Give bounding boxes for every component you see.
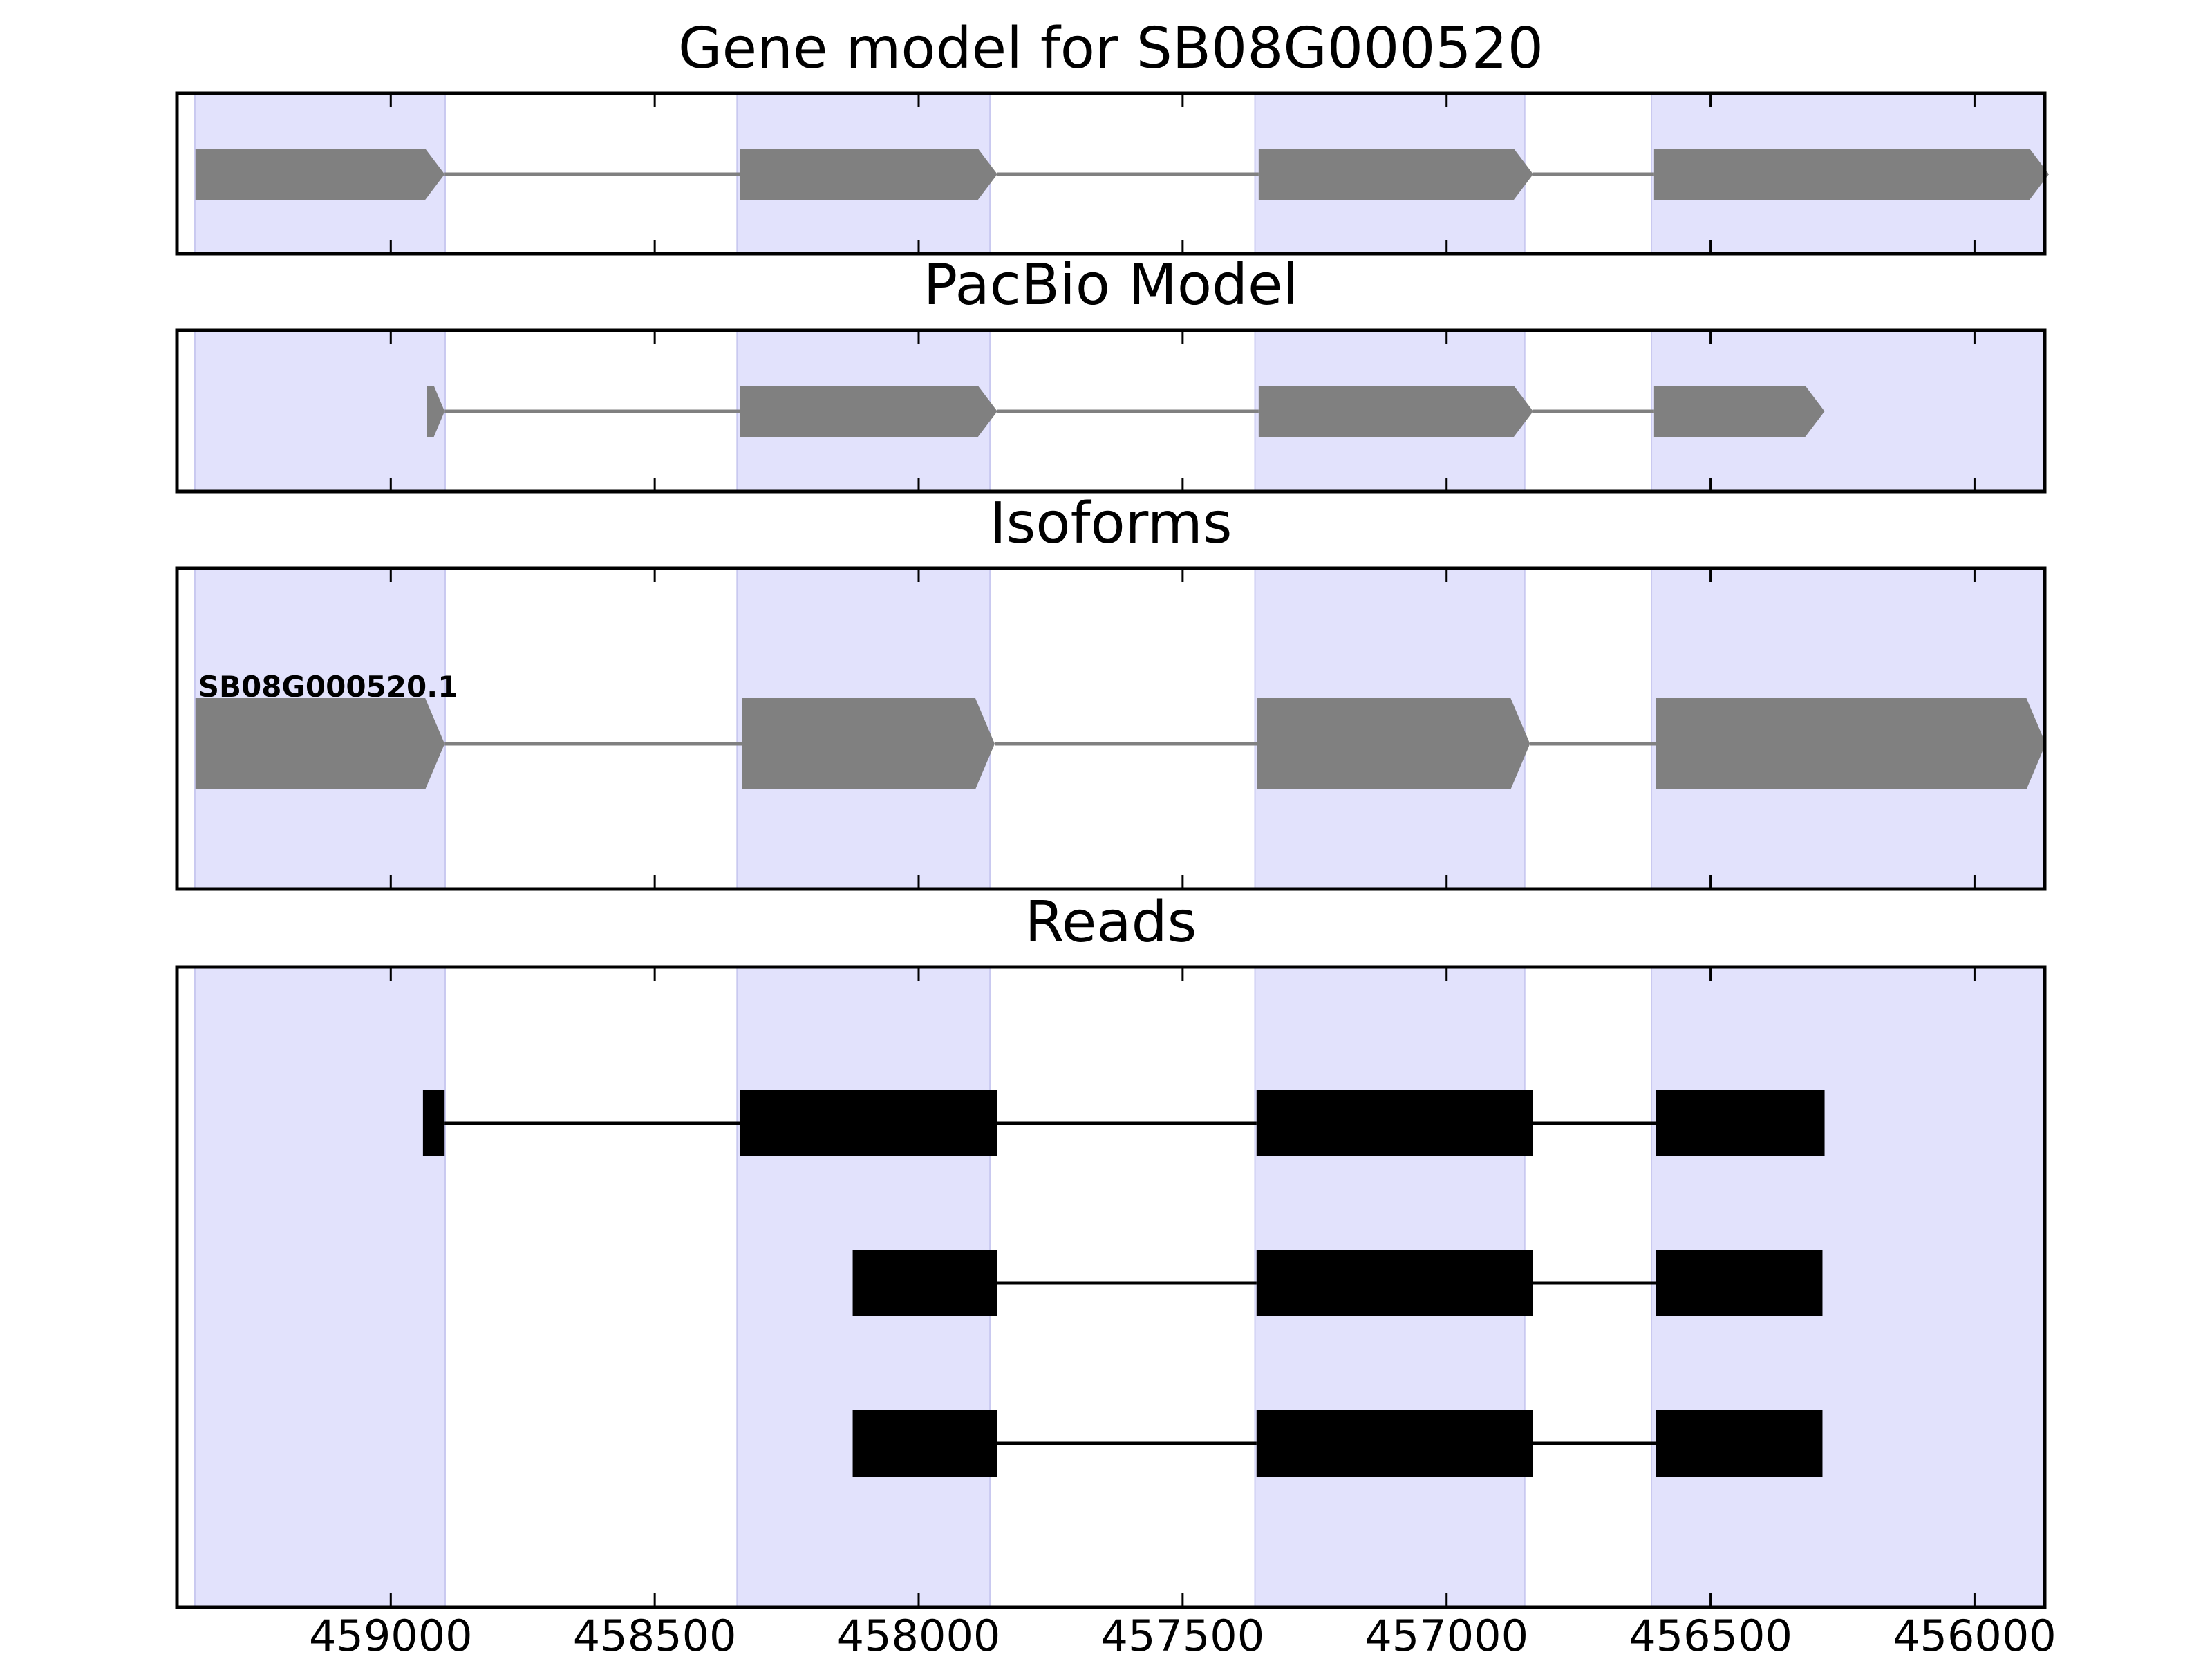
exon-arrow-1-1 [740,386,997,437]
exon-arrow-0-0 [195,149,445,200]
panel-frame [175,328,2047,494]
panel-frame [175,91,2047,256]
exon-arrow-2-1 [742,698,995,789]
exon-arrow-0-3 [1653,149,2050,200]
read-block-1-1 [1256,1250,1533,1316]
exon-arrow-2-3 [1656,698,2046,789]
exon-arrow-1-2 [1258,386,1533,437]
panel-title: Gene model for SB08G000520 [678,16,1544,82]
exon-arrow-0-1 [740,149,997,200]
x-tick-label: 456500 [1629,1611,1792,1659]
x-tick-label: 459000 [309,1611,473,1659]
x-tick-label: 458500 [573,1611,737,1659]
x-tick-label: 457500 [1101,1611,1265,1659]
x-tick-label: 457000 [1365,1611,1528,1659]
read-block-0-1 [740,1090,997,1156]
isoform-label: SB08G000520.1 [198,670,458,704]
read-block-2-2 [1656,1410,1823,1477]
x-tick-label: 458000 [837,1611,1001,1659]
panel-frame [175,965,2047,1609]
read-block-1-0 [852,1250,997,1316]
read-block-0-2 [1256,1090,1533,1156]
read-block-1-2 [1656,1250,1823,1316]
highlight-region-3-0 [194,966,446,1608]
exon-arrow-1-3 [1653,386,1825,437]
panel-title: PacBio Model [924,252,1299,318]
read-block-2-0 [852,1410,997,1477]
x-tick-label: 456000 [1893,1611,2056,1659]
panel-title: Isoforms [990,491,1232,556]
read-block-0-0 [422,1090,445,1156]
highlight-region-1-0 [194,330,446,492]
exon-arrow-2-2 [1257,698,1530,789]
read-block-2-1 [1256,1410,1533,1477]
panel-frame [175,566,2047,891]
exon-arrow-0-2 [1258,149,1533,200]
panel-title: Reads [1025,890,1197,955]
exon-arrow-2-0 [195,698,445,789]
read-block-0-3 [1656,1090,1825,1156]
exon-arrow-1-0 [427,386,445,437]
